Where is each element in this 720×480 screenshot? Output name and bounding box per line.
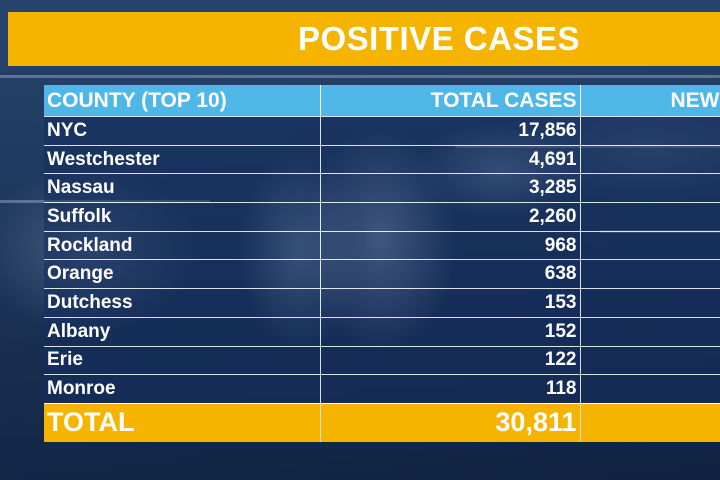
new-cases-value bbox=[580, 288, 720, 318]
new-cases-value bbox=[580, 116, 720, 146]
new-cases-value bbox=[580, 316, 720, 346]
new-cases-value bbox=[580, 374, 720, 404]
new-cases-value bbox=[580, 259, 720, 289]
county-name: Rockland bbox=[44, 230, 321, 260]
new-cases-value bbox=[580, 202, 720, 232]
total-cases-value: 153 bbox=[320, 288, 581, 318]
new-cases-value bbox=[580, 144, 720, 174]
cases-table: COUNTY (TOP 10) TOTAL CASES NEW NYC 17,8… bbox=[44, 85, 720, 442]
county-column-header: COUNTY (TOP 10) bbox=[44, 85, 321, 117]
table-row: Erie 122 bbox=[44, 345, 720, 375]
county-name: Albany bbox=[44, 316, 321, 346]
total-label: TOTAL bbox=[44, 402, 321, 442]
county-name: Erie bbox=[44, 345, 321, 375]
county-name: Suffolk bbox=[44, 202, 321, 232]
table-header-row: COUNTY (TOP 10) TOTAL CASES NEW bbox=[44, 85, 720, 117]
new-cases-value bbox=[580, 345, 720, 375]
table-row: NYC 17,856 bbox=[44, 116, 720, 146]
total-new-cases bbox=[580, 402, 720, 442]
county-name: Monroe bbox=[44, 374, 321, 404]
table-row: Nassau 3,285 bbox=[44, 173, 720, 203]
total-cases-column-header: TOTAL CASES bbox=[320, 85, 581, 117]
total-cases-sum: 30,811 bbox=[320, 402, 581, 442]
banner-title: POSITIVE CASES bbox=[297, 20, 581, 57]
total-cases-value: 638 bbox=[320, 259, 581, 289]
title-banner: POSITIVE CASES bbox=[8, 12, 720, 66]
table-row: Suffolk 2,260 bbox=[44, 202, 720, 232]
table-row: Dutchess 153 bbox=[44, 288, 720, 318]
total-cases-value: 152 bbox=[320, 316, 581, 346]
county-name: Westchester bbox=[44, 144, 321, 174]
table-row: Rockland 968 bbox=[44, 230, 720, 260]
new-cases-value bbox=[580, 173, 720, 203]
county-name: NYC bbox=[44, 116, 321, 146]
total-cases-value: 4,691 bbox=[320, 144, 581, 174]
total-cases-value: 118 bbox=[320, 374, 581, 404]
total-cases-value: 122 bbox=[320, 345, 581, 375]
table-row: Orange 638 bbox=[44, 259, 720, 289]
county-name: Dutchess bbox=[44, 288, 321, 318]
total-cases-value: 2,260 bbox=[320, 202, 581, 232]
table-row: Albany 152 bbox=[44, 316, 720, 346]
total-cases-value: 3,285 bbox=[320, 173, 581, 203]
table-row: Westchester 4,691 bbox=[44, 144, 720, 174]
total-row: TOTAL 30,811 bbox=[44, 402, 720, 442]
table-row: Monroe 118 bbox=[44, 374, 720, 404]
new-cases-column-header: NEW bbox=[580, 85, 720, 117]
new-cases-value bbox=[580, 230, 720, 260]
total-cases-value: 968 bbox=[320, 230, 581, 260]
county-name: Nassau bbox=[44, 173, 321, 203]
county-name: Orange bbox=[44, 259, 321, 289]
total-cases-value: 17,856 bbox=[320, 116, 581, 146]
